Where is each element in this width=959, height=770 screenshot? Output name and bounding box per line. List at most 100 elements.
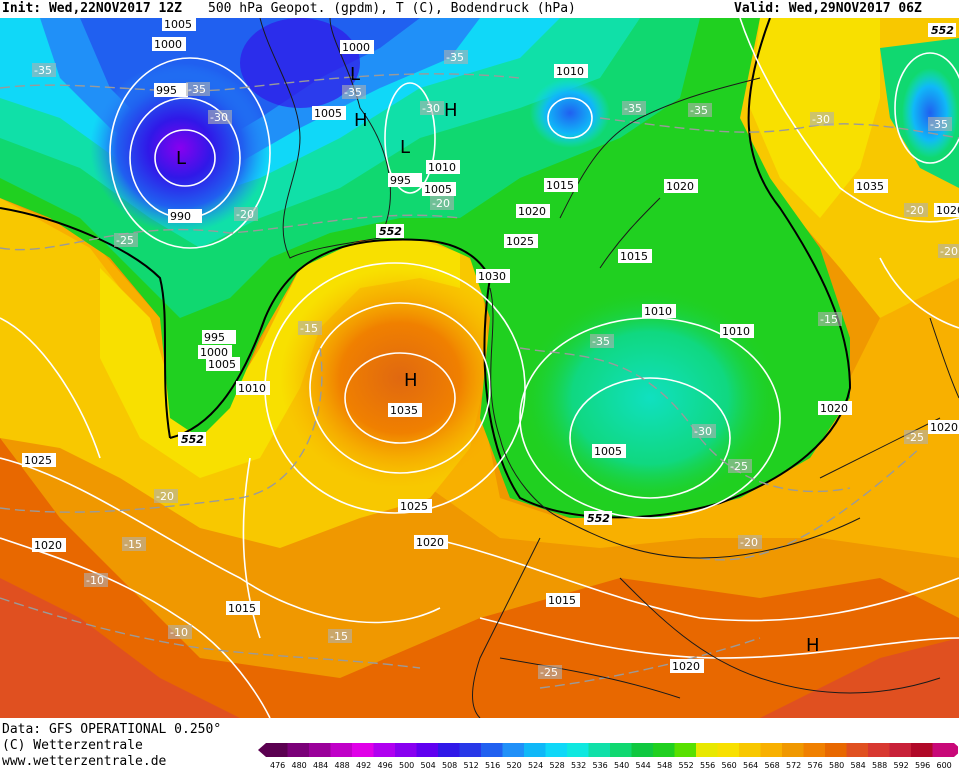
svg-text:1020: 1020 <box>672 660 700 673</box>
svg-text:-15: -15 <box>330 630 348 643</box>
map-title: 500 hPa Geopot. (gpdm), T (C), Bodendruc… <box>208 1 576 16</box>
temperature-label: -35 <box>32 63 56 77</box>
scale-tick-label: 492 <box>356 761 371 770</box>
svg-text:1015: 1015 <box>548 594 576 607</box>
temperature-label: -25 <box>114 233 138 247</box>
scale-tick-label: 584 <box>851 761 866 770</box>
weather-map-canvas[interactable]: 552 552 552 552 100510009959901000100510… <box>0 18 959 718</box>
temperature-label: -25 <box>538 665 562 679</box>
pressure-label: 995 <box>154 83 188 97</box>
svg-text:-35: -35 <box>690 104 708 117</box>
svg-text:-35: -35 <box>188 83 206 96</box>
pressure-center-marker: L <box>350 64 360 85</box>
svg-text:-30: -30 <box>694 425 712 438</box>
temperature-label: -35 <box>928 117 952 131</box>
scale-tick-label: 536 <box>593 761 608 770</box>
scale-swatch <box>352 743 374 757</box>
scale-arrow-right <box>954 743 958 757</box>
svg-text:1010: 1010 <box>722 325 750 338</box>
scale-tick-label: 564 <box>743 761 758 770</box>
pressure-center-marker: H <box>806 635 820 656</box>
scale-tick-label: 500 <box>399 761 414 770</box>
scale-tick-label: 524 <box>528 761 543 770</box>
temperature-label: -20 <box>738 535 762 549</box>
temperature-label: -30 <box>810 112 834 126</box>
scale-swatch <box>567 743 589 757</box>
svg-text:-20: -20 <box>432 197 450 210</box>
svg-text:-20: -20 <box>906 204 924 217</box>
scale-tick-label: 496 <box>378 761 393 770</box>
scale-arrow-left <box>258 743 266 757</box>
svg-text:-20: -20 <box>236 208 254 221</box>
pressure-center-marker: H <box>404 370 418 391</box>
temperature-label: -20 <box>938 244 959 258</box>
pressure-center-marker: H <box>444 100 458 121</box>
svg-text:1020: 1020 <box>34 539 62 552</box>
temperature-label: -15 <box>298 321 322 335</box>
svg-text:995: 995 <box>204 331 225 344</box>
scale-tick-label: 596 <box>915 761 930 770</box>
svg-text:-20: -20 <box>740 536 758 549</box>
scale-tick-label: 568 <box>765 761 780 770</box>
pressure-label: 1020 <box>664 179 698 193</box>
pressure-label: 1005 <box>592 444 626 458</box>
pressure-label: 1005 <box>312 106 346 120</box>
svg-text:1015: 1015 <box>620 250 648 263</box>
svg-text:1025: 1025 <box>24 454 52 467</box>
svg-text:-25: -25 <box>906 431 924 444</box>
map-footer: Data: GFS OPERATIONAL 0.250° (C) Wetterz… <box>0 718 959 770</box>
weather-map[interactable]: 552 552 552 552 1005 1000 995 990 1000 1005 10… <box>0 18 959 718</box>
pressure-centers: L L H L H H H <box>176 64 820 656</box>
svg-text:-20: -20 <box>156 490 174 503</box>
north-low-core <box>240 18 360 108</box>
scale-swatch <box>868 743 890 757</box>
scale-swatch <box>545 743 567 757</box>
svg-text:1010: 1010 <box>238 382 266 395</box>
pressure-labels: 1005100099599010001005101099510051010101… <box>22 18 959 673</box>
pressure-label: 1035 <box>388 403 422 417</box>
scale-tick-label: 516 <box>485 761 500 770</box>
scale-tick-label: 508 <box>442 761 457 770</box>
temperature-label: -20 <box>154 489 178 503</box>
temperature-label: -15 <box>818 312 842 326</box>
scale-swatch <box>889 743 911 757</box>
copyright: (C) Wetterzentrale <box>2 738 143 753</box>
geopot-label: 552 <box>178 432 206 446</box>
svg-text:-35: -35 <box>34 64 52 77</box>
scale-tick-label: 560 <box>722 761 737 770</box>
svg-text:-30: -30 <box>812 113 830 126</box>
scale-tick-label: 552 <box>679 761 694 770</box>
scale-swatch <box>438 743 460 757</box>
svg-text:-10: -10 <box>86 574 104 587</box>
scale-tick-label: 480 <box>292 761 307 770</box>
barents-low-core <box>530 78 610 148</box>
scale-tick-label: 532 <box>571 761 586 770</box>
pressure-label: 1005 <box>206 357 240 371</box>
pressure-label: 1020 <box>414 535 448 549</box>
svg-text:1035: 1035 <box>390 404 418 417</box>
pressure-label: 1010 <box>554 64 588 78</box>
svg-text:-15: -15 <box>820 313 838 326</box>
scale-tick-label: 520 <box>507 761 522 770</box>
temperature-label: -35 <box>622 101 646 115</box>
svg-text:1030: 1030 <box>478 270 506 283</box>
pressure-label: 1035 <box>854 179 888 193</box>
scale-swatch <box>739 743 761 757</box>
svg-text:-20: -20 <box>940 245 958 258</box>
scale-swatch <box>524 743 546 757</box>
svg-text:1005: 1005 <box>208 358 236 371</box>
atlantic-high-core <box>280 268 520 488</box>
geopot-label: 552 <box>376 224 404 238</box>
warm-zone <box>0 438 959 718</box>
init-time: Init: Wed,22NOV2017 12Z <box>2 1 183 16</box>
svg-text:1000: 1000 <box>200 346 228 359</box>
svg-text:1000: 1000 <box>154 38 182 51</box>
scale-swatch <box>416 743 438 757</box>
svg-text:1020: 1020 <box>416 536 444 549</box>
pressure-label: 1020 <box>670 659 704 673</box>
svg-text:1015: 1015 <box>228 602 256 615</box>
pressure-label: 1005 <box>422 182 456 196</box>
svg-text:552: 552 <box>587 512 610 525</box>
svg-text:1020: 1020 <box>820 402 848 415</box>
temperature-label: -10 <box>168 625 192 639</box>
